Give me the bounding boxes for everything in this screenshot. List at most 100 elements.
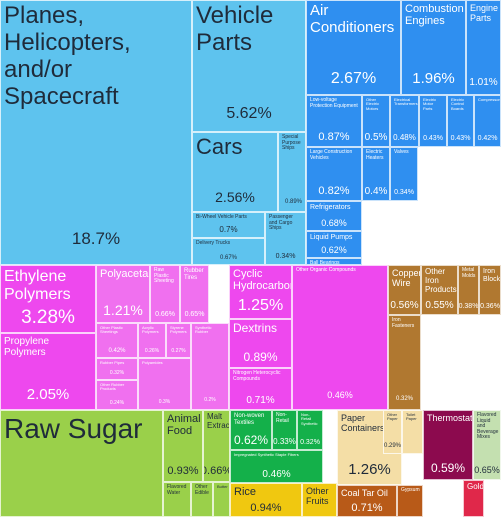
tile-other-paper[interactable]: Other Paper 0.29% [383,410,402,454]
tile-polyacetals[interactable]: Polyacetals 1.21% [96,265,150,323]
tile-value: 0.55% [425,299,454,311]
tile-air-conditioners[interactable]: Air Conditioners 2.67% [306,0,401,95]
tile-low-voltage-protection-equipment[interactable]: Low-voltage Protection Equipment 0.87% [306,95,362,147]
tile-label: Other Paper [387,412,398,422]
tile-value: 0.62% [233,432,269,447]
tile-value: 0.89% [243,349,278,364]
tile-electric-motor-parts[interactable]: Electric Motor Parts 0.43% [419,95,447,147]
tile-label: Flavored Water [167,484,187,496]
tile-other-fruits[interactable]: Other Fruits [302,483,337,517]
tile-ethylene-polymers[interactable]: Ethylene Polymers 3.28% [0,265,96,333]
tile-label: Raw Plastic Sheeting [154,267,174,285]
tile-label: Electric Heaters [366,149,384,161]
tile-value: 0.7% [219,225,238,235]
tile-coal-tar-oil[interactable]: Coal Tar Oil 0.71% [337,485,397,517]
tile-liquid-pumps[interactable]: Liquid Pumps 0.62% [306,231,362,258]
tile-other-iron-products[interactable]: Other Iron Products 0.55% [421,265,458,315]
tile-label: Dextrins [233,321,278,335]
tile-label: Rubber Pipes [100,360,125,365]
tile-compressors[interactable]: Compressors 0.42% [474,95,501,147]
tile-butter[interactable]: Butter [213,482,230,517]
tile-engine-parts[interactable]: Engine Parts 1.01% [466,0,501,95]
tile-label: Non-Retail [276,412,289,424]
tile-label: Delivery Trucks [196,240,231,246]
tile-iron-blocks[interactable]: Iron Blocks 0.36% [479,265,501,315]
tile-value: 2.05% [26,386,70,404]
tile-planes-helicopters-and-or-spacecraft[interactable]: Planes, Helicopters, and/or Spacecraft 18… [0,0,192,265]
tile-label: Vehicle Parts [196,2,274,56]
tile-value: 0.5% [364,131,388,143]
tile-gypsum[interactable]: Gypsum [397,485,423,517]
tile-value: 18.7% [71,228,121,248]
tile-value: 0.43% [423,135,443,143]
tile-thermostats[interactable]: Thermostats 0.59% [423,410,473,480]
tile-other-organic-compounds[interactable]: Other Organic Compounds 0.46% [292,265,388,410]
tile-metal-molds[interactable]: Metal Molds 0.38% [458,265,479,315]
tile-ball-bearings[interactable]: Ball Bearings 0.56% [306,258,362,265]
tile-delivery-trucks[interactable]: Delivery Trucks 0.67% [192,238,265,265]
tile-flavored-liquid-and-beverage-mixes[interactable]: Flavored Liquid and Beverage Mixes 0.65% [473,410,501,480]
tile-value: 0.65% [474,464,500,475]
tile-value: 1.96% [412,70,455,88]
tile-non-woven-textiles[interactable]: Non-woven Textiles 0.62% [230,410,272,450]
tile-vehicle-parts[interactable]: Vehicle Parts 5.62% [192,0,306,132]
tile-rubber-pipes[interactable]: Rubber Pipes 0.32% [96,358,138,380]
tile-other-rubber-products[interactable]: Other Rubber Products 0.24% [96,380,138,410]
tile-value: 5.62% [226,105,272,123]
tile-value: 1.21% [103,302,143,319]
tile-other-electric-motors[interactable]: Other Electric Motors 0.5% [362,95,390,147]
tile-large-construction-vehicles[interactable]: Large Construction Vehicles 0.82% [306,147,362,201]
tile-special-purpose-ships[interactable]: Special Purpose Ships 0.89% [278,132,306,212]
tile-value: 0.36% [480,303,500,311]
tile-label: Animal Food [167,413,201,438]
tile-label: Special Purpose Ships [282,134,301,152]
tile-iron-fasteners[interactable]: Iron Fasteners 0.32% [388,315,421,410]
tile-electric-heaters[interactable]: Electric Heaters 0.4% [362,147,390,201]
tile-label: Planes, Helicopters, and/or Spacecraft [4,2,131,110]
tile-cars[interactable]: Cars 2.56% [192,132,278,212]
tile-other-edible[interactable]: Other Edible [191,482,213,517]
tile-value: 0.71% [351,501,383,514]
tile-malt-extract[interactable]: Malt Extract 0.66% [203,410,230,482]
tile-styrene-polymers[interactable]: Styrene Polymers 0.27% [166,323,191,358]
tile-value: 0.66% [155,311,175,319]
tile-label: Rubber Tires [184,268,204,281]
tile-bi-wheel-vehicle-parts[interactable]: Bi-Wheel Vehicle Parts 0.7% [192,212,265,238]
tile-acrylic-polymers[interactable]: Acrylic Polymers 0.26% [138,323,166,358]
tile-cyclic-hydrocarbons[interactable]: Cyclic Hydrocarbons 1.25% [229,265,292,319]
tile-label: Rice [234,486,257,498]
tile-rice[interactable]: Rice 0.94% [230,483,302,517]
tile-value: 0.89% [284,199,302,206]
tile-electric-control-boards[interactable]: Electric Control Boards 0.43% [447,95,474,147]
tile-value: 1.26% [348,461,391,479]
tile-valves[interactable]: Valves 0.34% [390,147,418,201]
tile-label: Flavored Liquid and Beverage Mixes [477,412,499,441]
tile-flavored-water[interactable]: Flavored Water [163,482,191,517]
tile-value: 0.65% [184,311,205,319]
tile-dextrins[interactable]: Dextrins 0.89% [229,319,292,368]
tile-value: 0.67% [219,255,238,262]
tile-synthetic-rubber[interactable]: Synthetic Rubber 0.2% [191,323,229,410]
tile-other-plastic-sheetings[interactable]: Other Plastic Sheetings 0.42% [96,323,138,358]
tile-electrical-transformers[interactable]: Electrical Transformers 0.48% [390,95,419,147]
tile-animal-food[interactable]: Animal Food 0.93% [163,410,203,482]
tile-value: 0.32% [300,439,320,447]
tile-impregnated-synthetic-staple-fibers[interactable]: Impregnated Synthetic Staple Fibers 0.46% [230,450,323,483]
tile-raw-plastic-sheeting[interactable]: Raw Plastic Sheeting 0.66% [150,265,180,323]
tile-combustion-engines[interactable]: Combustion Engines 1.96% [401,0,466,95]
tile-label: Electric Control Boards [451,97,465,111]
tile-non-retail[interactable]: Non-Retail 0.33% [272,410,297,450]
tile-refrigerators[interactable]: Refrigerators 0.68% [306,201,362,231]
tile-rubber-tires[interactable]: Rubber Tires 0.65% [180,265,209,323]
tile-nitrogen-heterocyclic-compounds[interactable]: Nitrogen Heterocyclic Compounds 0.71% [229,368,292,410]
tile-polyamides[interactable]: Polyamides 0.3% [138,358,191,410]
tile-raw-sugar[interactable]: Raw Sugar [0,410,163,517]
tile-gold[interactable]: Gold [463,480,484,517]
tile-propylene-polymers[interactable]: Propylene Polymers 2.05% [0,333,96,410]
tile-label: Gypsum [401,487,420,493]
tile-toilet-paper[interactable]: Toilet Paper [402,410,423,454]
tile-non-retail-synthetic[interactable]: Non-Retail Synthetic 0.32% [297,410,323,450]
tile-value: 0.46% [327,389,353,400]
tile-copper-wire[interactable]: Copper Wire 0.56% [388,265,421,315]
tile-passenger-and-cargo-ships[interactable]: Passenger and Cargo Ships 0.34% [265,212,306,265]
